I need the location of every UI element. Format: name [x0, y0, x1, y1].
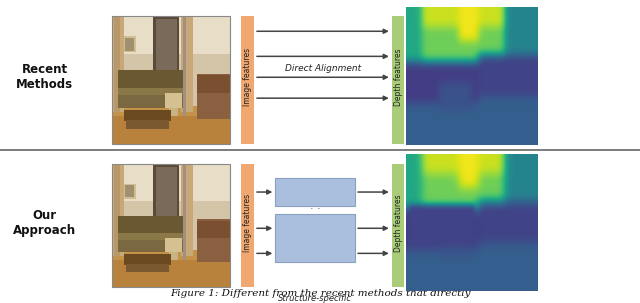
Bar — [275, 214, 355, 262]
Bar — [118, 70, 183, 88]
Bar — [124, 254, 172, 265]
Bar — [392, 16, 404, 144]
Bar — [197, 221, 230, 238]
Bar — [112, 116, 230, 144]
Bar — [392, 164, 404, 287]
Bar — [126, 120, 169, 129]
Bar — [180, 164, 193, 256]
Bar — [169, 252, 179, 260]
Bar — [124, 110, 172, 121]
Bar — [126, 264, 169, 272]
Text: Structure-specific
features: Structure-specific features — [278, 294, 352, 303]
Bar — [275, 178, 355, 206]
Bar — [112, 164, 124, 256]
Bar — [241, 164, 254, 287]
Bar — [115, 164, 120, 256]
Bar — [169, 108, 179, 116]
Bar — [112, 260, 230, 287]
Bar — [183, 16, 186, 116]
Bar — [112, 16, 124, 112]
Bar — [115, 16, 120, 112]
Bar — [165, 93, 182, 108]
Bar — [124, 36, 136, 52]
Bar — [118, 216, 183, 233]
Text: Image features: Image features — [243, 194, 252, 252]
Bar — [112, 164, 230, 287]
Bar — [118, 218, 183, 252]
Bar — [112, 16, 230, 55]
Bar — [125, 38, 134, 51]
Bar — [197, 75, 230, 93]
Bar — [112, 16, 230, 144]
Text: Our
Approach: Our Approach — [13, 209, 76, 237]
Bar — [112, 164, 230, 287]
Bar — [197, 219, 230, 262]
Text: · ·: · · — [310, 204, 321, 214]
Bar — [165, 238, 182, 252]
Bar — [154, 164, 179, 238]
Bar — [118, 72, 183, 108]
Text: Depth features: Depth features — [394, 48, 403, 106]
Bar — [112, 106, 230, 144]
Bar — [156, 167, 177, 235]
Bar — [241, 16, 254, 144]
Text: Direct Alignment: Direct Alignment — [285, 64, 361, 73]
Text: Figure 1: Different from the recent methods that directly: Figure 1: Different from the recent meth… — [170, 289, 470, 298]
Bar — [154, 16, 179, 93]
Bar — [197, 74, 230, 118]
Bar — [112, 250, 230, 287]
Bar — [112, 16, 230, 144]
Text: Depth features: Depth features — [394, 194, 403, 251]
Bar — [118, 83, 183, 95]
Bar — [125, 185, 134, 197]
Bar — [112, 164, 230, 201]
Bar — [183, 164, 186, 260]
Bar — [124, 184, 136, 198]
Bar — [156, 18, 177, 90]
Bar — [180, 16, 193, 112]
Text: Image features: Image features — [243, 48, 252, 106]
Text: Recent
Methods: Recent Methods — [16, 63, 74, 91]
Bar — [118, 228, 183, 240]
